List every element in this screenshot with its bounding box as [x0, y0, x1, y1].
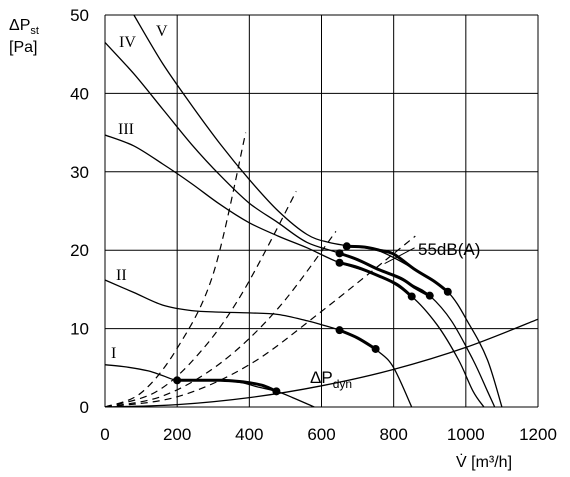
series-line-IV [105, 41, 496, 407]
x-tick-label-600: 600 [307, 425, 335, 444]
y-tick-label-20: 20 [70, 241, 89, 260]
x-axis-title: V̇ [m³/h] [456, 453, 512, 471]
y-axis-title-sub: st [30, 25, 39, 37]
curve-label-II: II [116, 267, 127, 284]
operating-point-2 [272, 387, 281, 396]
y-axis-title-line2: [Pa] [9, 39, 37, 56]
series-line-III [105, 134, 485, 407]
operating-point-10 [443, 287, 452, 296]
system-curve-1 [105, 132, 247, 407]
operating-point-7 [335, 249, 344, 258]
x-axis-title-unit: [m³/h] [471, 454, 512, 471]
x-tick-label-1000: 1000 [447, 425, 485, 444]
bold-segment-II [338, 328, 378, 351]
bold-segment-IV [338, 251, 432, 298]
curve-label-III: III [118, 121, 134, 138]
bold-segment-I [175, 378, 278, 393]
series-line-dyn-pressure [105, 318, 538, 407]
bold-segment-III [338, 261, 414, 298]
bold-segment-V [345, 244, 450, 294]
operating-point-8 [425, 291, 434, 300]
y-tick-label-50: 50 [70, 6, 89, 25]
curve-label-IV: IV [119, 34, 136, 51]
system-curve-3 [105, 231, 337, 407]
grid [104, 14, 539, 408]
system-curve-4 [105, 235, 416, 407]
y-tick-label-30: 30 [70, 163, 89, 182]
x-tick-label-200: 200 [163, 425, 191, 444]
y-tick-label-10: 10 [70, 320, 89, 339]
y-tick-label-40: 40 [70, 84, 89, 103]
y-tick-label-0: 0 [80, 398, 89, 417]
x-tick-label-800: 800 [379, 425, 407, 444]
dyn-pressure-label: ΔPdyn [310, 368, 352, 391]
x-axis-title-main: V̇ [456, 453, 467, 471]
curve-label-V: V [156, 23, 168, 40]
y-axis-title-main: ΔP [9, 17, 30, 34]
dyn-pressure-main: ΔP [310, 368, 333, 387]
dyn-pressure-sub: dyn [333, 377, 352, 391]
fan-curves [105, 15, 538, 407]
series-line-V [133, 15, 503, 407]
operating-point-3 [335, 326, 344, 335]
operating-point-6 [407, 292, 416, 301]
noise-label: 55dB(A) [418, 240, 480, 259]
x-tick-label-400: 400 [235, 425, 263, 444]
system-curve-2 [105, 191, 297, 407]
operating-points [173, 242, 452, 396]
operating-point-5 [335, 258, 344, 267]
operating-point-4 [371, 344, 380, 353]
tick-labels: 0 200 400 600 800 1000 1200 0 10 20 30 40 50 [70, 6, 557, 444]
operating-point-9 [342, 242, 351, 251]
y-axis-title-line1: ΔPst [9, 17, 39, 37]
x-tick-label-0: 0 [100, 425, 109, 444]
noise-label-pointer [384, 247, 415, 264]
operating-point-1 [173, 376, 182, 385]
x-tick-label-1200: 1200 [519, 425, 557, 444]
noise-limit-segments [175, 244, 450, 393]
system-curves [105, 132, 416, 407]
curve-label-I: I [111, 345, 116, 362]
